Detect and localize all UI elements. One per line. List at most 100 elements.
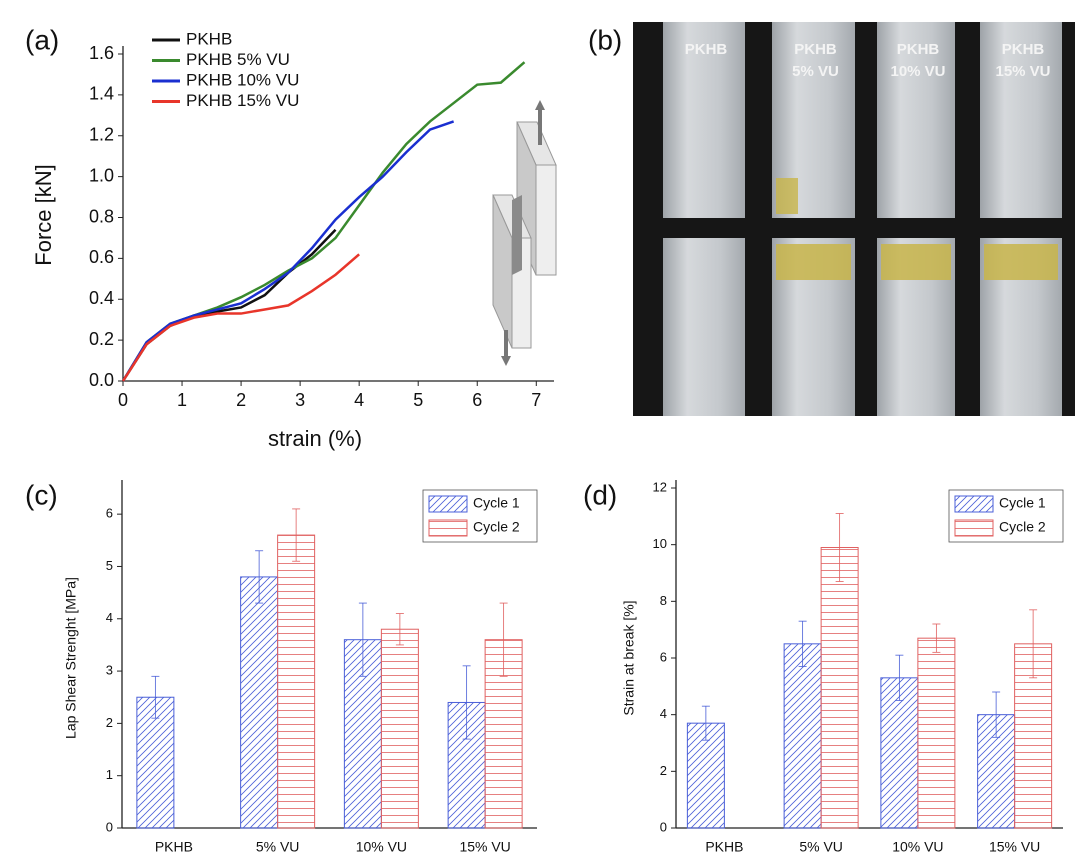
photo-label: PKHB [685, 41, 728, 58]
legend-label: PKHB 15% VU [186, 91, 299, 110]
y-axis-label: Lap Shear Strenght [MPa] [63, 577, 79, 739]
y-tick-label: 1.4 [89, 84, 114, 104]
bar [277, 534, 316, 829]
error-bar [395, 613, 404, 646]
bar [240, 576, 279, 829]
error-bar [701, 705, 710, 741]
x-tick-label: 10% VU [892, 839, 943, 855]
y-tick-label: 8 [660, 593, 667, 608]
adhesive [776, 244, 851, 280]
data-line [121, 253, 360, 382]
inset-illustration [492, 100, 557, 366]
panel-label: (c) [25, 479, 58, 510]
y-tick-label: 1.0 [89, 165, 114, 185]
y-tick-label: 2 [106, 715, 113, 730]
legend-swatch [954, 495, 994, 513]
photo-label: PKHB [794, 41, 837, 58]
y-axis-label: Force [kN] [31, 164, 56, 265]
error-bar [835, 513, 844, 582]
strip-top [980, 22, 1062, 218]
x-tick-label: PKHB [705, 839, 743, 855]
data-line [121, 120, 455, 382]
y-tick-label: 4 [660, 706, 667, 721]
photo-label: PKHB [1002, 41, 1045, 58]
x-tick-label: PKHB [155, 839, 193, 855]
data-line [121, 61, 526, 382]
error-bar [292, 508, 301, 562]
x-tick-label: 7 [531, 390, 541, 410]
bar [686, 722, 725, 829]
x-tick-label: 15% VU [459, 839, 510, 855]
y-tick-label: 0.6 [89, 247, 114, 267]
x-tick-label: 0 [118, 390, 128, 410]
x-tick-label: 3 [295, 390, 305, 410]
y-tick-label: 5 [106, 558, 113, 573]
y-tick-label: 0.2 [89, 329, 114, 349]
x-axis-label: strain (%) [268, 426, 362, 451]
adhesive [984, 244, 1058, 280]
strip-bottom [663, 238, 745, 416]
legend-label: Cycle 2 [473, 519, 520, 535]
y-tick-label: 4 [106, 610, 113, 625]
bar [783, 643, 822, 829]
photo-label: PKHB [897, 41, 940, 58]
strip-top [877, 22, 955, 218]
x-tick-label: 1 [177, 390, 187, 410]
legend-label: Cycle 1 [473, 495, 520, 511]
legend-label: Cycle 2 [999, 519, 1046, 535]
legend-label: PKHB 5% VU [186, 50, 290, 69]
y-tick-label: 1.2 [89, 125, 114, 145]
x-tick-label: 5% VU [799, 839, 843, 855]
panel-label: (b) [588, 24, 622, 55]
x-tick-label: 5% VU [256, 839, 300, 855]
y-tick-label: 12 [653, 479, 667, 494]
x-tick-label: 2 [236, 390, 246, 410]
x-tick-label: 10% VU [356, 839, 407, 855]
bar [380, 628, 419, 829]
strip-top [663, 22, 745, 218]
adhesive [881, 244, 951, 280]
photo-label: 15% VU [995, 63, 1050, 80]
y-axis-label: Strain at break [%] [621, 600, 637, 715]
error-bar [1029, 609, 1038, 679]
error-bar [255, 550, 264, 604]
photo-label: 5% VU [792, 63, 839, 80]
legend-swatch [428, 519, 468, 537]
x-tick-label: 4 [354, 390, 364, 410]
bar [917, 637, 956, 829]
y-tick-label: 1 [106, 767, 113, 782]
legend-swatch [954, 519, 994, 537]
y-tick-label: 6 [106, 506, 113, 521]
error-bar [895, 654, 904, 701]
y-tick-label: 0.8 [89, 206, 114, 226]
x-tick-label: 5 [413, 390, 423, 410]
error-bar [151, 675, 160, 719]
y-tick-label: 3 [106, 663, 113, 678]
bar [880, 677, 919, 829]
y-tick-label: 1.6 [89, 43, 114, 63]
y-tick-label: 0 [106, 819, 113, 834]
y-tick-label: 2 [660, 763, 667, 778]
y-tick-label: 0 [660, 819, 667, 834]
error-bar [462, 665, 471, 740]
x-tick-label: 6 [472, 390, 482, 410]
photo-label: 10% VU [890, 63, 945, 80]
legend-label: PKHB 10% VU [186, 70, 299, 89]
y-tick-label: 10 [653, 536, 667, 551]
y-tick-label: 0.0 [89, 370, 114, 390]
panel-label: (a) [25, 24, 59, 55]
error-bar [932, 623, 941, 653]
error-bar [798, 620, 807, 667]
error-bar [358, 602, 367, 677]
bar [820, 547, 859, 829]
error-bar [499, 602, 508, 677]
y-tick-label: 6 [660, 649, 667, 664]
x-tick-label: 15% VU [989, 839, 1040, 855]
panel-label: (d) [583, 479, 617, 510]
adhesive [776, 178, 798, 214]
legend-swatch [428, 495, 468, 513]
error-bar [992, 691, 1001, 738]
legend-label: Cycle 1 [999, 495, 1046, 511]
y-tick-label: 0.4 [89, 288, 114, 308]
